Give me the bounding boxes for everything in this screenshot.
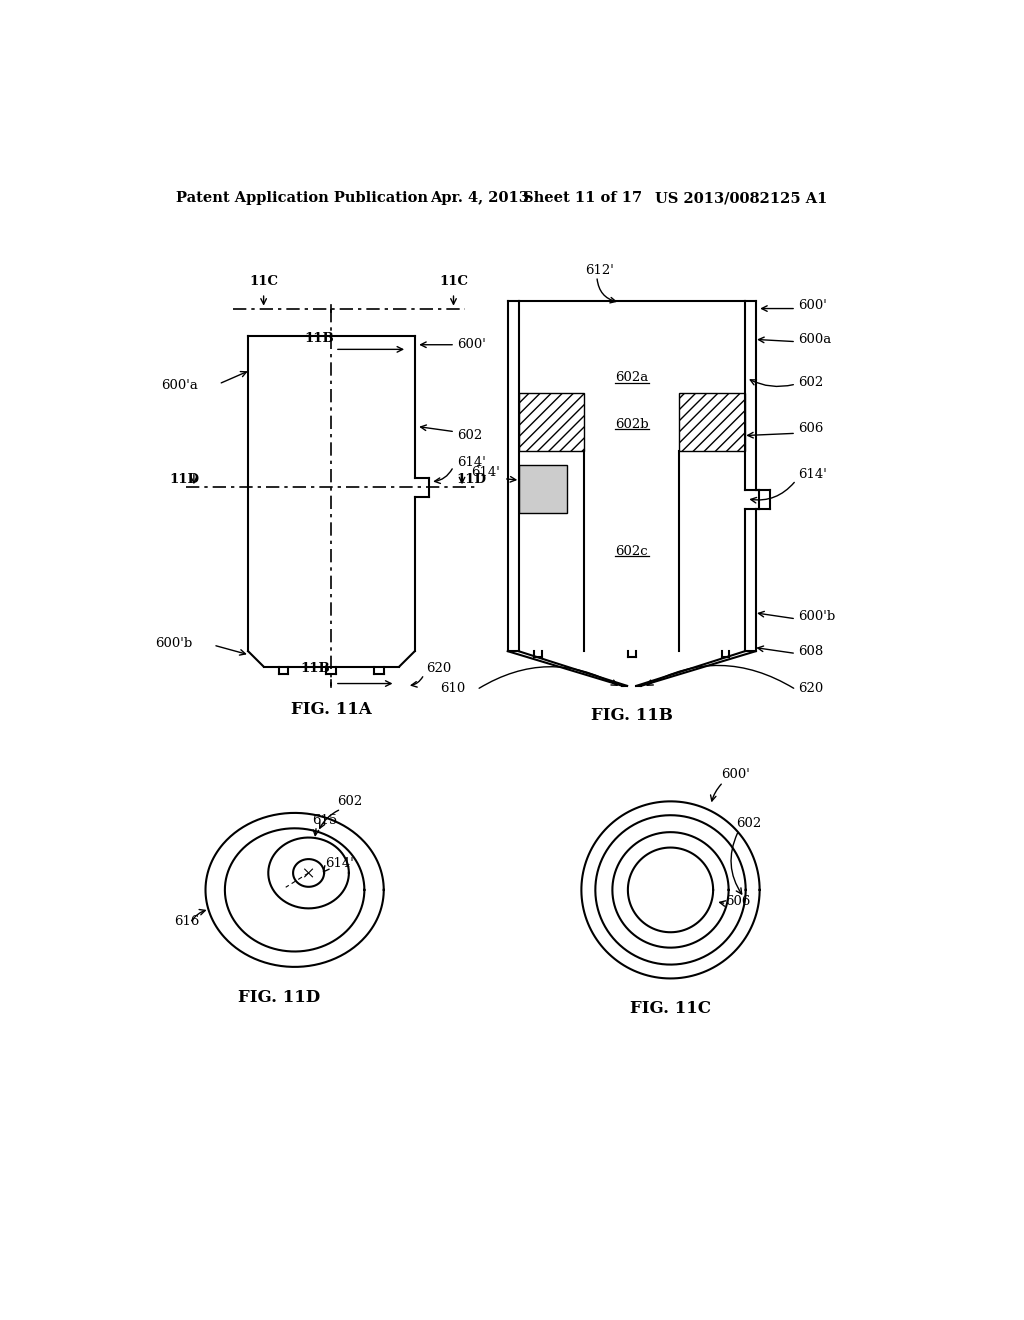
Text: 600': 600' (799, 298, 827, 312)
Text: 11C: 11C (439, 276, 468, 289)
Text: FIG. 11A: FIG. 11A (291, 701, 372, 718)
Text: 608: 608 (799, 645, 823, 659)
Bar (679, 393, 744, 451)
Text: 602b: 602b (615, 417, 648, 430)
Text: 600'b: 600'b (799, 610, 836, 623)
Text: 600': 600' (458, 338, 486, 351)
Bar (518, 393, 585, 451)
Text: 600a: 600a (799, 333, 831, 346)
Text: FIG. 11C: FIG. 11C (630, 1001, 711, 1018)
Text: 614': 614' (799, 469, 827, 480)
Text: Patent Application Publication: Patent Application Publication (176, 191, 428, 206)
Text: FIG. 11D: FIG. 11D (238, 989, 321, 1006)
Text: 11C: 11C (249, 276, 279, 289)
Bar (518, 465, 566, 512)
Text: 614': 614' (471, 466, 500, 479)
Text: 602c: 602c (615, 545, 648, 557)
Text: 606: 606 (799, 422, 823, 434)
Text: 614': 614' (326, 857, 354, 870)
Text: 600'a: 600'a (161, 379, 198, 392)
Text: 602: 602 (736, 817, 762, 830)
Text: 606: 606 (725, 895, 751, 908)
Text: 11B: 11B (304, 331, 334, 345)
Text: 610: 610 (440, 682, 465, 696)
Text: 11B: 11B (301, 663, 331, 675)
Text: 602: 602 (458, 429, 482, 442)
Text: FIG. 11B: FIG. 11B (591, 708, 673, 725)
Text: 620: 620 (799, 682, 823, 696)
Text: 614': 614' (458, 455, 486, 469)
Text: Sheet 11 of 17: Sheet 11 of 17 (523, 191, 642, 206)
Text: 600': 600' (721, 768, 750, 781)
Text: 600'b: 600'b (155, 638, 193, 649)
Text: 615: 615 (312, 813, 338, 826)
Text: 620: 620 (426, 663, 452, 675)
Text: 11D: 11D (457, 474, 486, 486)
Text: 602: 602 (799, 376, 823, 388)
Text: 616: 616 (174, 915, 200, 928)
Text: 612': 612' (586, 264, 614, 277)
Text: Apr. 4, 2013: Apr. 4, 2013 (430, 191, 529, 206)
Text: US 2013/0082125 A1: US 2013/0082125 A1 (655, 191, 827, 206)
Text: 11D: 11D (170, 474, 200, 486)
Text: 602a: 602a (615, 371, 648, 384)
Text: 602: 602 (337, 795, 362, 808)
